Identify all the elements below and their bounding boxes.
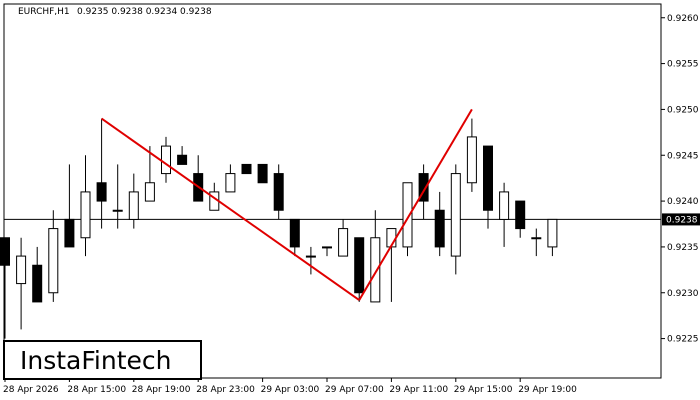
chart-header-symbol: EURCHF,H1: [18, 7, 70, 17]
candle-body-bull: [16, 255, 27, 285]
candle: [515, 200, 526, 238]
candle: [289, 218, 300, 257]
candle-body-bull: [547, 218, 558, 248]
candle: [450, 164, 461, 275]
candle-body-bull: [161, 145, 171, 175]
candle-body-bear: [257, 163, 268, 184]
candle: [257, 163, 268, 184]
candle-body-bull: [48, 228, 59, 294]
candle-body-bull: [322, 246, 332, 249]
candle: [144, 146, 155, 202]
candle-body-bear: [177, 154, 188, 165]
candle: [32, 246, 43, 303]
candle: [177, 146, 188, 165]
candle: [64, 164, 75, 248]
candle: [322, 246, 332, 257]
x-tick-label: 29 Apr 11:00: [389, 385, 448, 395]
candle: [466, 118, 477, 192]
candle-body-bull: [80, 191, 91, 239]
candle: [547, 218, 558, 257]
candle-body-bear: [354, 237, 365, 294]
x-tick-label: 28 Apr 19:00: [132, 385, 191, 395]
y-tick-label: 0.9225: [667, 335, 699, 345]
candle: [273, 164, 284, 220]
x-tick-label: 28 Apr 2026: [3, 385, 59, 395]
x-tick-label: 28 Apr 23:00: [196, 385, 255, 395]
plot-frame: [3, 3, 662, 379]
candle: [434, 191, 445, 257]
candle: [16, 237, 27, 330]
candle: [225, 164, 236, 193]
candle-body-bear: [32, 264, 43, 303]
candle-body-bull: [531, 237, 542, 240]
x-tick-label: 29 Apr 19:00: [518, 385, 577, 395]
candle-body-bull: [466, 136, 477, 184]
candle: [305, 246, 316, 275]
candle: [370, 210, 381, 303]
chart-header-ohlc: 0.9235 0.9238 0.9234 0.9238: [77, 7, 212, 17]
candle: [531, 228, 542, 257]
pattern-line: [101, 117, 360, 301]
candle-body-bear: [289, 218, 300, 248]
pattern-line: [358, 108, 473, 301]
x-tick-label: 29 Apr 07:00: [325, 385, 384, 395]
candle: [0, 237, 10, 339]
instafintech-logo: InstaFintech: [3, 340, 202, 380]
double-bottom-pattern: [101, 108, 473, 301]
candle-body-bull: [402, 182, 413, 248]
candle-body-bear: [64, 218, 75, 248]
y-tick-label: 0.9230: [667, 289, 699, 299]
logo-text: InstaFintech: [20, 346, 172, 375]
y-axis: 0.9260 0.9255 0.9250 0.9245 0.9240 0.9235 0.92…: [661, 14, 699, 345]
candle-body-bear: [434, 209, 445, 248]
candle: [338, 219, 349, 257]
candle: [112, 164, 123, 229]
last-price-tag: 0.9238: [662, 213, 700, 226]
candle: [354, 237, 365, 302]
last-price-label: 0.9238: [666, 215, 698, 225]
candle-body-bull: [499, 191, 510, 220]
x-axis: 28 Apr 2026 28 Apr 15:00 28 Apr 19:00 28 Ap…: [3, 378, 577, 395]
candle: [128, 173, 139, 229]
candle-body-bear: [241, 163, 252, 175]
y-tick-label: 0.9235: [667, 243, 699, 253]
candle-body-bull: [128, 191, 139, 220]
candle: [499, 182, 510, 247]
candle-body-bull: [370, 237, 381, 303]
y-tick-label: 0.9260: [667, 14, 699, 24]
candle: [48, 210, 59, 302]
y-tick-label: 0.9240: [667, 197, 699, 207]
x-tick-label: 29 Apr 03:00: [261, 385, 320, 395]
x-tick-label: 28 Apr 15:00: [67, 385, 126, 395]
y-tick-label: 0.9250: [667, 105, 699, 115]
candle-body-bull: [225, 173, 236, 193]
candle-body-bear: [515, 200, 526, 230]
candle-body-bear: [96, 182, 107, 202]
x-tick-label: 29 Apr 15:00: [454, 385, 513, 395]
y-tick-label: 0.9255: [667, 60, 699, 70]
y-tick-label: 0.9245: [667, 151, 699, 161]
candle: [80, 155, 91, 257]
candle-body-bear: [0, 237, 10, 266]
logo-box: [3, 340, 202, 380]
candle-body-bull: [450, 173, 461, 257]
last-price-box: [662, 213, 700, 226]
candle-body-bull: [305, 255, 316, 258]
candle-body-bull: [338, 228, 349, 257]
candle: [483, 145, 493, 229]
candle-body-bear: [418, 173, 429, 202]
candle-body-bear: [483, 145, 493, 211]
candles-group: [0, 118, 558, 339]
candle: [96, 118, 107, 229]
candle-body-bull: [144, 182, 155, 202]
candle: [241, 163, 252, 175]
candle-body-bull: [112, 209, 123, 212]
candle-body-bear: [273, 173, 284, 211]
